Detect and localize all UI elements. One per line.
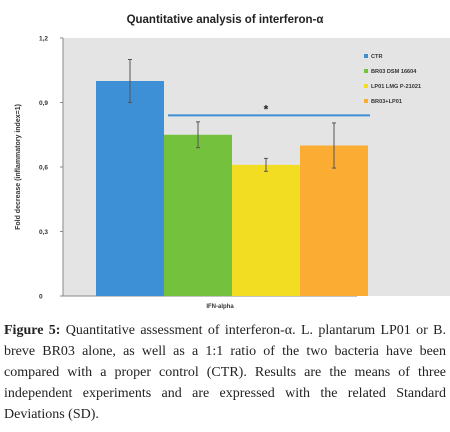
y-tick-label: 0: [39, 294, 43, 301]
figure-caption: Figure 5: Quantitative assessment of int…: [4, 320, 446, 425]
legend-swatch: [364, 69, 368, 73]
legend-swatch: [364, 99, 368, 103]
bar-br03-lp01: [300, 145, 368, 296]
y-tick-label: 0,3: [39, 229, 48, 236]
bar-lp01-lmg-p-21021: [232, 164, 300, 296]
bar-chart: Quantitative analysis of interferon-α 0 0…: [15, 14, 450, 310]
y-axis-label: Fold decrease (inflammatory index=1): [15, 104, 22, 230]
chart-panel: Quantitative analysis of interferon-α 0 0…: [15, 14, 450, 310]
bar-ctr: [96, 81, 164, 296]
legend-label: LP01 LMG P-21021: [371, 84, 421, 90]
legend-area: [357, 38, 450, 296]
significance-marker: *: [264, 102, 269, 116]
caption-text: Quantitative assessment of interferon-α.…: [4, 323, 446, 422]
y-tick-label: 0,9: [39, 100, 48, 107]
legend-label: BR03+LP01: [371, 99, 402, 105]
legend-swatch: [364, 84, 368, 88]
chart-title: Quantitative analysis of interferon-α: [127, 14, 324, 26]
legend-swatch: [364, 54, 368, 58]
x-tick-label: IFN-alpha: [206, 304, 234, 310]
bar-br03-dsm-16604: [164, 134, 232, 296]
legend-label: CTR: [371, 54, 383, 60]
y-tick-label: 0,6: [39, 165, 48, 172]
figure-label: Figure 5:: [4, 323, 61, 338]
legend-label: BR03 DSM 16604: [371, 69, 417, 75]
y-tick-label: 1,2: [39, 36, 48, 43]
